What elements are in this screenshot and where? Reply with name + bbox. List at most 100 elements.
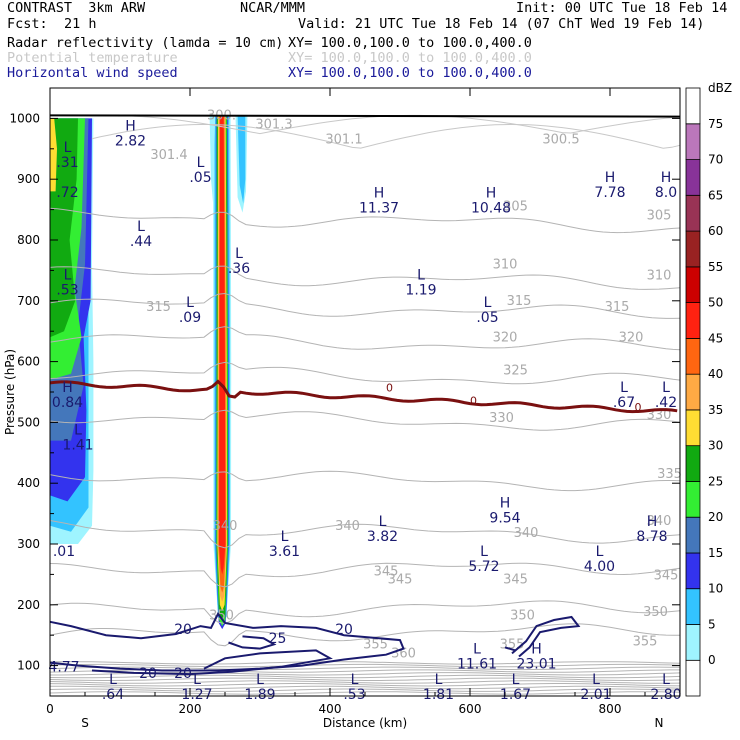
extremum-value: 3.82 [367, 529, 398, 545]
extremum-marker: L [662, 380, 670, 396]
y-tick-label: 700 [17, 294, 40, 308]
theta-contour [49, 663, 681, 668]
field-name: Potential temperature [7, 50, 178, 66]
extremum-marker: H [605, 170, 616, 186]
extremum-marker: L [484, 295, 492, 311]
theta-label: 320 [619, 330, 644, 345]
extremum-marker: L [592, 672, 600, 688]
extremum-value: .44 [130, 234, 152, 250]
extremum-value: 3.61 [269, 544, 300, 560]
theta-label: 301.4 [150, 148, 187, 163]
extremum-value: 2.01 [580, 687, 611, 703]
extremum-marker: H [125, 119, 136, 135]
extremum-marker: H [62, 380, 73, 396]
y-tick-label: 200 [17, 598, 40, 612]
reflectivity-region [209, 115, 216, 204]
forecast-label: Fcst: [7, 16, 48, 32]
reflectivity-region [237, 115, 246, 204]
extremum-value: 7.78 [594, 185, 625, 201]
colorbar-swatch [685, 373, 701, 411]
field-name: Radar reflectivity (lamda = 10 cm) [7, 35, 284, 51]
extremum-value: 0.84 [52, 395, 83, 411]
theta-contour [49, 409, 681, 431]
theta-contour [49, 361, 681, 385]
colorbar-level: 5 [708, 617, 716, 631]
extremum-marker: L [235, 246, 243, 262]
theta-contour [49, 600, 681, 625]
extremum-marker: L [596, 544, 604, 560]
zero-isotherm-label: 0 [470, 395, 477, 408]
zero-isotherm-label: 0 [386, 381, 393, 394]
extremum-value: 9.54 [489, 511, 520, 527]
wind-contour [511, 615, 581, 658]
init-time: Init: 00 UTC Tue 18 Feb 14 [516, 0, 728, 16]
ground-line [49, 114, 681, 118]
colorbar-level: 15 [708, 546, 723, 560]
extremum-marker: L [281, 529, 289, 545]
theta-label: 350 [209, 609, 234, 624]
field-xy: XY= 100.0,100.0 to 100.0,400.0 [288, 50, 532, 66]
extremum-value: .42 [655, 395, 677, 411]
extremum-marker: L [64, 140, 72, 156]
extremum-value: 2.80 [650, 687, 681, 703]
extremum-marker: H [531, 641, 542, 657]
colorbar-level: 25 [708, 474, 723, 488]
valid-time: Valid: 21 UTC Tue 18 Feb 14 (07 ChT Wed … [298, 16, 705, 32]
extremum-marker: L [351, 672, 359, 688]
zero-isotherm-layer: 0 0 0 [49, 379, 678, 414]
wind-contour [91, 649, 333, 676]
colorbar-swatch [685, 302, 701, 339]
extremum-marker: H [661, 170, 672, 186]
extremum-value: 1.41 [62, 438, 93, 454]
colorbar-swatch [685, 266, 701, 303]
theta-contour [49, 677, 681, 681]
theta-label: 315 [507, 294, 532, 309]
colorbar-swatch [685, 516, 701, 554]
extremum-value: .67 [613, 395, 635, 411]
extremum-marker: L [417, 268, 425, 284]
extremum-marker: H [500, 496, 511, 512]
theta-contour [49, 661, 681, 665]
extremum-value: 5.72 [468, 559, 499, 575]
extremum-marker: L [480, 544, 488, 560]
theta-contour [49, 562, 681, 588]
extremum-marker: H [374, 185, 385, 201]
wind-contour [228, 635, 277, 650]
extremum-value: 2.82 [115, 134, 146, 150]
theta-label: 345 [374, 564, 399, 579]
theta-label: 330 [647, 408, 672, 423]
extremum-value: .36 [228, 261, 250, 277]
x-tick-label: 0 [46, 702, 54, 716]
colorbar-level: 20 [708, 510, 723, 524]
extremum-value: .05 [476, 310, 498, 326]
colorbar: 0 5 10 15 20 25 30 35 40 45 50 55 60 65 70 75 dBZ [685, 81, 732, 697]
theta-label: 300.5 [542, 133, 579, 148]
colorbar-swatch [685, 159, 701, 196]
colorbar-swatch [685, 445, 701, 482]
south-end-label: S [81, 716, 89, 730]
field-xy: XY= 100.0,100.0 to 100.0,400.0 [288, 35, 532, 51]
colorbar-swatch [685, 588, 701, 625]
y-tick-label: 300 [17, 537, 40, 551]
theta-contour [91, 114, 681, 135]
colorbar-swatch [685, 123, 701, 161]
theta-label: 340 [514, 526, 539, 541]
theta-label: 310 [493, 257, 518, 272]
x-tick-label: 600 [459, 702, 482, 716]
extremum-marker: L [512, 672, 520, 688]
colorbar-level: 45 [708, 331, 723, 345]
chart-header: CONTRAST 3km ARW NCAR/MMM Init: 00 UTC T… [0, 0, 740, 84]
extremum-value: 23.01 [516, 656, 556, 672]
model-title: CONTRAST 3km ARW [7, 0, 146, 16]
extremum-value: 8.0 [655, 185, 677, 201]
y-tick-label: 1000 [9, 111, 40, 125]
colorbar-swatch [685, 87, 701, 125]
theta-label: 315 [605, 300, 630, 315]
extremum-value: 1.19 [405, 283, 436, 299]
theta-label: 355 [363, 637, 388, 652]
colorbar-swatch [685, 659, 701, 697]
colorbar-level: 65 [708, 188, 723, 202]
extremum-value: 1.27 [181, 687, 212, 703]
